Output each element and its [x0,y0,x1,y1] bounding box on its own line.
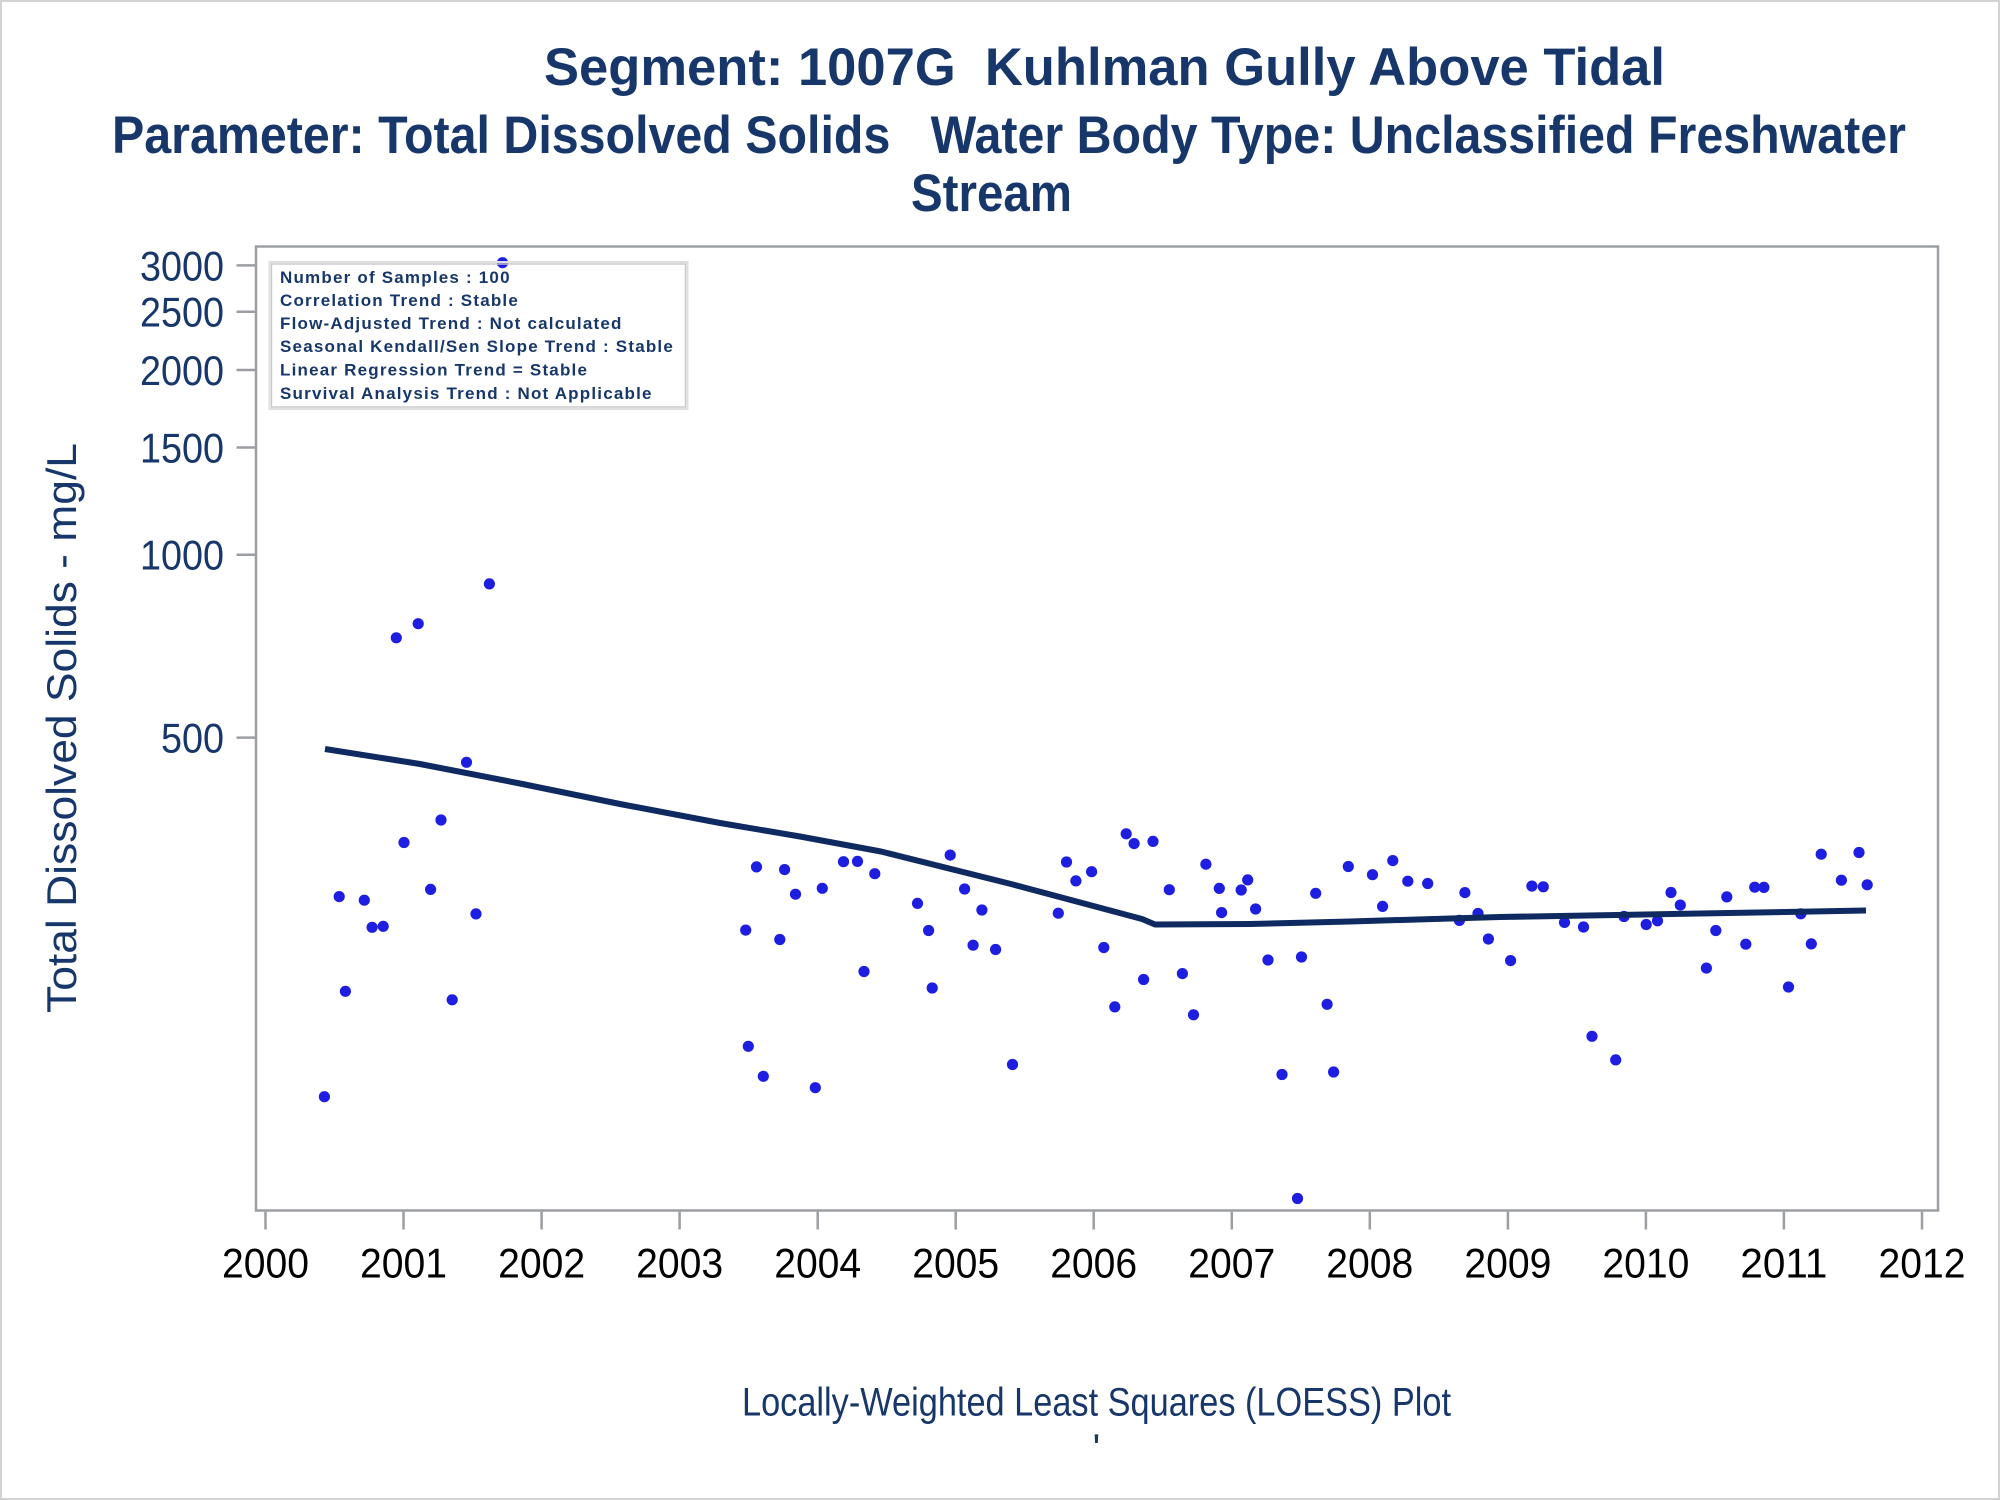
svg-text:': ' [1093,1427,1101,1471]
svg-text:2012: 2012 [1879,1240,1966,1287]
svg-text:2000: 2000 [140,347,224,394]
svg-text:2001: 2001 [360,1240,447,1287]
svg-text:2002: 2002 [498,1240,585,1287]
svg-text:Linear Regression Trend = Stab: Linear Regression Trend = Stable [280,361,588,380]
svg-text:2003: 2003 [636,1240,723,1287]
svg-text:2000: 2000 [222,1240,309,1287]
svg-text:2006: 2006 [1050,1240,1137,1287]
svg-text:2007: 2007 [1188,1240,1275,1287]
svg-text:2005: 2005 [912,1240,999,1287]
svg-text:2011: 2011 [1740,1240,1827,1287]
svg-text:Correlation Trend : Stable: Correlation Trend : Stable [280,291,519,310]
svg-text:Locally-Weighted Least Squares: Locally-Weighted Least Squares (LOESS) P… [742,1381,1451,1425]
svg-text:Seasonal Kendall/Sen Slope Tre: Seasonal Kendall/Sen Slope Trend : Stabl… [280,337,674,356]
svg-text:Number of Samples : 100: Number of Samples : 100 [280,268,511,287]
svg-text:3000: 3000 [140,242,224,289]
svg-text:Stream: Stream [911,164,1072,223]
svg-text:2010: 2010 [1602,1240,1689,1287]
svg-text:2008: 2008 [1326,1240,1413,1287]
svg-text:Survival Analysis Trend : Not: Survival Analysis Trend : Not Applicable [280,384,653,403]
svg-text:Parameter: Total Dissolved Sol: Parameter: Total Dissolved Solids Water … [112,106,1906,165]
svg-text:2004: 2004 [774,1240,861,1287]
svg-text:Total Dissolved Solids - mg/L: Total Dissolved Solids - mg/L [38,443,85,1013]
svg-text:1500: 1500 [140,424,224,471]
svg-text:2009: 2009 [1464,1240,1551,1287]
svg-text:Segment: 1007G Kuhlman Gully: Segment: 1007G Kuhlman Gully Above Tidal [544,38,1665,97]
svg-text:Flow-Adjusted Trend : Not calc: Flow-Adjusted Trend : Not calculated [280,314,623,333]
svg-text:2500: 2500 [140,289,224,336]
svg-text:1000: 1000 [140,532,224,579]
svg-text:500: 500 [161,715,224,762]
